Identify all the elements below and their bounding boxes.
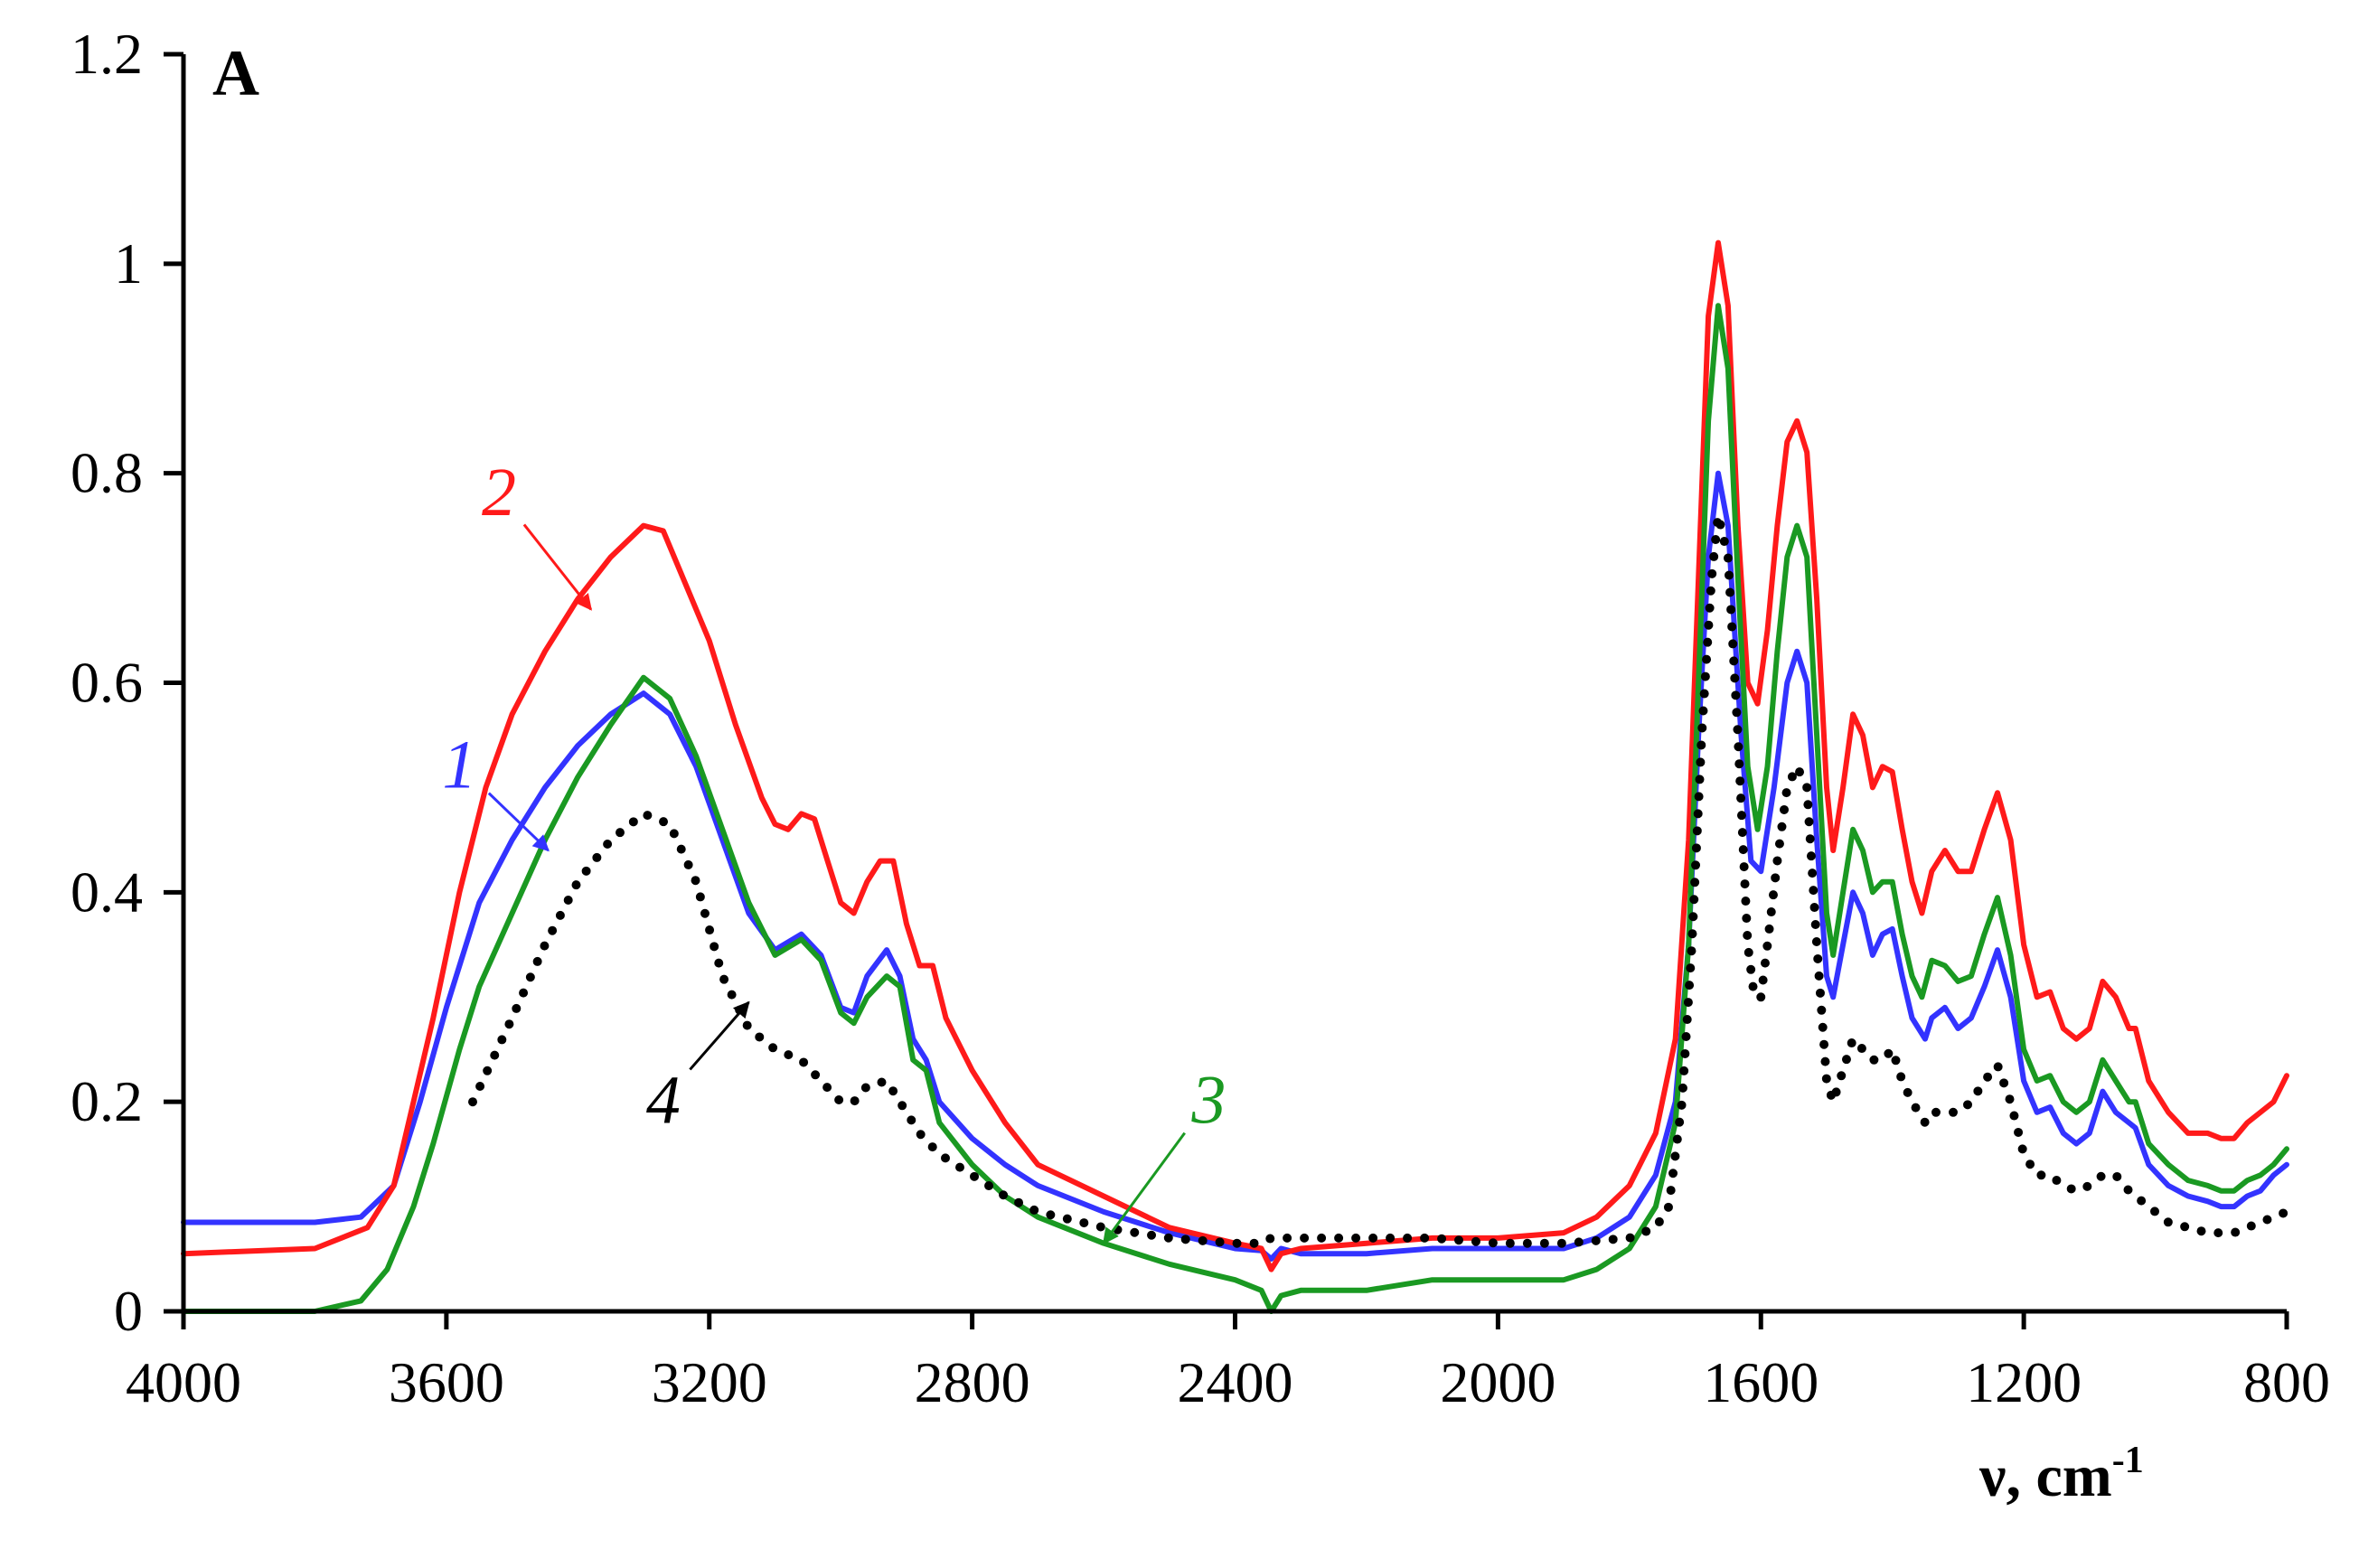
x-tick-label: 2000 <box>1440 1350 1555 1414</box>
y-tick-label: 0.8 <box>70 441 143 505</box>
callout-label-4: 4 <box>646 1062 681 1138</box>
x-axis-label-superscript: -1 <box>2112 1440 2144 1481</box>
x-tick-label: 1600 <box>1703 1350 1819 1414</box>
x-tick-label: 3200 <box>652 1350 767 1414</box>
y-tick-label: 1.2 <box>70 22 143 86</box>
x-tick-label: 1200 <box>1966 1350 2082 1414</box>
y-tick-label: 0.6 <box>70 651 143 715</box>
x-tick-label: 800 <box>2243 1350 2330 1414</box>
y-tick-label: 0.4 <box>70 859 143 924</box>
y-tick-label: 1 <box>114 231 143 296</box>
callout-arrow-4 <box>689 1000 750 1071</box>
panel-label: A <box>212 37 259 109</box>
x-axis-label-main: ν, cm <box>1978 1443 2112 1509</box>
callout-label-3: 3 <box>1190 1062 1226 1138</box>
callout-arrow-1 <box>487 792 550 852</box>
x-tick-label: 2400 <box>1178 1350 1293 1414</box>
callout-label-2: 2 <box>482 455 516 530</box>
series-line-4 <box>468 511 2291 1248</box>
series-line-3 <box>181 303 2289 1314</box>
x-tick-label: 2800 <box>915 1350 1030 1414</box>
y-tick-label: 0 <box>114 1279 143 1343</box>
callout-label-1: 1 <box>442 727 476 803</box>
annotation-layer: 1 2 3 4 <box>442 455 1226 1245</box>
x-tick-label: 4000 <box>126 1350 241 1414</box>
callout-arrow-2 <box>522 523 593 611</box>
series-layer <box>181 239 2291 1314</box>
callout-arrow-3 <box>1102 1131 1186 1245</box>
series-line-2 <box>181 239 2289 1272</box>
y-tick-label: 0.2 <box>70 1069 143 1133</box>
x-axis-label: ν, cm-1 <box>1978 1440 2144 1509</box>
x-tick-label: 3600 <box>389 1350 504 1414</box>
axes <box>181 54 2287 1314</box>
